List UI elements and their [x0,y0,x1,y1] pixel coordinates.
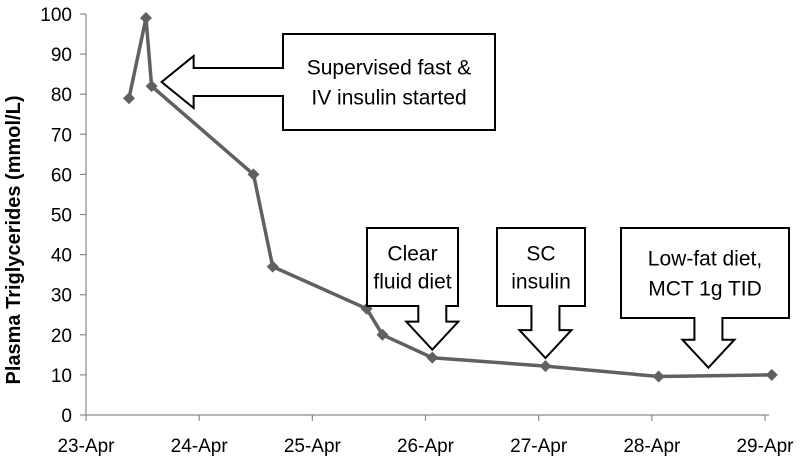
y-tick-label: 30 [51,286,72,307]
data-point-marker [123,92,136,105]
y-tick-label: 40 [51,246,72,267]
annotation-callout: Supervised fast & IV insulin started [160,33,496,131]
callout-text: Supervised fast & [307,56,472,79]
callout-text: MCT 1g TID [648,277,762,300]
y-tick-label: 50 [51,206,72,227]
data-point-marker [376,328,389,341]
y-tick-label: 100 [40,5,72,26]
data-point-marker [652,370,665,383]
y-axis-label: Plasma Triglycerides (mmol/L) [3,96,25,385]
x-tick-label: 24-Apr [171,436,229,457]
y-tick-label: 0 [61,406,72,427]
data-point-marker [139,12,152,25]
callout-text: insulin [511,270,571,293]
y-tick-label: 80 [51,85,72,106]
y-tick-label: 20 [51,326,72,347]
callout-arrow [403,306,461,352]
annotation-callout: Low-fat diet, MCT 1g TID [620,227,790,370]
x-tick-label: 29-Apr [736,436,794,457]
data-point-marker [765,368,778,381]
y-tick-label: 10 [51,366,72,387]
data-point-marker [266,260,279,273]
data-series [123,12,778,383]
x-ticks: 23-Apr 24-Apr 25-Apr 26-Apr 27-Apr 28-Apr 29-A… [57,415,794,457]
x-tick-label: 26-Apr [397,436,455,457]
y-tick-label: 70 [51,125,72,146]
callout-text: Clear [387,242,437,265]
callout-arrow [680,318,737,370]
annotations: Supervised fast & IV insulin started Clear… [160,33,790,370]
x-tick-label: 23-Apr [57,436,115,457]
y-tick-label: 60 [51,165,72,186]
data-point-marker [145,80,158,93]
callout-box [496,227,586,307]
callout-text: IV insulin started [311,86,466,109]
data-point-marker [247,168,260,181]
y-tick-label: 90 [51,45,72,66]
callout-arrow [517,306,574,360]
callout-arrow [160,53,283,111]
annotation-callout: Clear fluid diet [366,227,461,352]
callout-box [366,227,459,307]
callout-text: fluid diet [373,270,451,293]
callout-text: SC [526,242,555,265]
x-tick-label: 28-Apr [623,436,681,457]
data-point-marker [426,351,439,364]
x-tick-label: 25-Apr [284,436,342,457]
data-point-marker [539,360,552,373]
annotation-callout: SC insulin [496,227,586,360]
callout-box [620,227,790,319]
x-tick-label: 27-Apr [510,436,568,457]
callout-text: Low-fat diet, [648,247,762,270]
callout-box [282,33,496,131]
y-ticks: 0 10 20 30 40 50 60 70 80 90 100 [40,5,86,427]
